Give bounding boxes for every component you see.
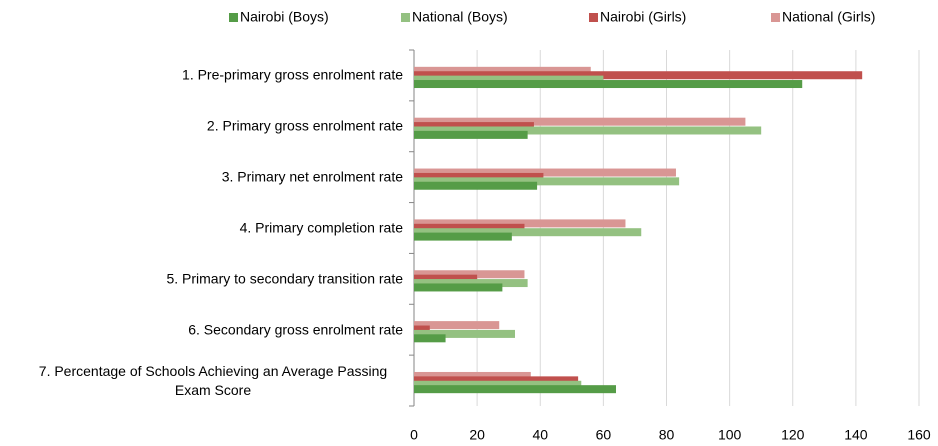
- bar: [414, 117, 746, 126]
- bar: [414, 122, 534, 131]
- bar: [414, 279, 528, 288]
- bar: [414, 181, 538, 190]
- bar: [414, 321, 500, 330]
- y-tick-label: 6. Secondary gross enrolment rate: [188, 321, 403, 338]
- bar: [414, 283, 503, 292]
- legend-swatch: [229, 13, 238, 22]
- y-tick-label: 2. Primary gross enrolment rate: [206, 117, 403, 134]
- legend-label: Nairobi (Boys): [240, 9, 329, 25]
- x-tick-label: 40: [532, 427, 548, 443]
- bar: [414, 66, 591, 75]
- y-tick-label: 7. Percentage of Schools Achieving an Av…: [38, 362, 388, 398]
- bar: [414, 130, 528, 139]
- bar: [414, 376, 579, 385]
- bar: [414, 80, 803, 89]
- bar: [414, 172, 544, 181]
- legend-label: Nairobi (Girls): [600, 9, 686, 25]
- x-tick-label: 60: [596, 427, 612, 443]
- bar: [414, 228, 642, 237]
- bar: [414, 270, 525, 279]
- bar: [414, 232, 512, 241]
- y-tick-label: 1. Pre-primary gross enrolment rate: [182, 66, 403, 83]
- x-tick-label: 0: [410, 427, 418, 443]
- bar: [414, 71, 863, 80]
- bar: [414, 334, 446, 343]
- bar: [414, 126, 762, 135]
- legend-swatch: [771, 13, 780, 22]
- bar: [414, 219, 626, 228]
- bar: [414, 385, 616, 394]
- bar: [414, 380, 582, 389]
- bar: [414, 75, 604, 84]
- bar: [414, 329, 515, 338]
- x-tick-label: 20: [469, 427, 485, 443]
- y-tick-label: 5. Primary to secondary transition rate: [166, 270, 403, 287]
- bar: [414, 168, 676, 177]
- bar: [414, 325, 430, 334]
- legend-swatch: [401, 13, 410, 22]
- bar: [414, 371, 531, 380]
- x-tick-label: 140: [844, 427, 868, 443]
- x-tick-label: 80: [659, 427, 675, 443]
- bar: [414, 177, 680, 186]
- y-tick-label: 3. Primary net enrolment rate: [221, 168, 403, 185]
- x-tick-label: 100: [718, 427, 742, 443]
- legend-label: National (Girls): [782, 9, 875, 25]
- x-tick-label: 160: [907, 427, 931, 443]
- y-tick-label: 4. Primary completion rate: [239, 219, 403, 236]
- bar: [414, 223, 525, 232]
- bar: [414, 274, 478, 283]
- legend-label: National (Boys): [412, 9, 508, 25]
- legend-swatch: [589, 13, 598, 22]
- x-tick-label: 120: [781, 427, 805, 443]
